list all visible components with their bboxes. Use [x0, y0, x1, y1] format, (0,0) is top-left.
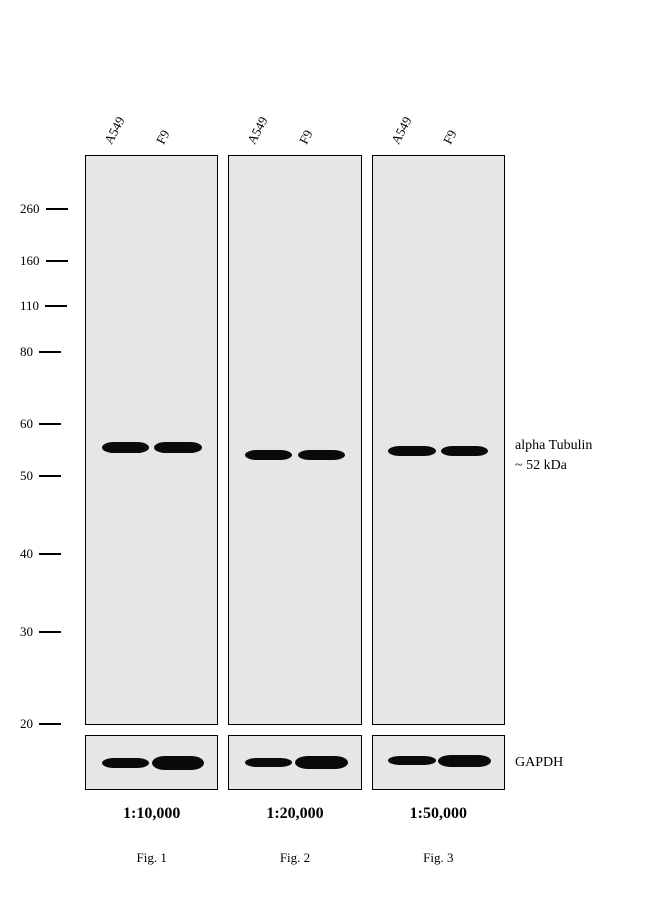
lane-label: A549: [244, 114, 272, 147]
mw-value: 110: [20, 298, 39, 314]
lane-labels: A549 F9: [85, 40, 218, 155]
mw-tick: [39, 723, 61, 725]
lane-labels: A549 F9: [372, 40, 505, 155]
tubulin-weight: ~ 52 kDa: [515, 458, 567, 473]
lane-label: F9: [296, 127, 317, 147]
gapdh-band: [295, 756, 348, 769]
figure-caption: Fig. 3: [372, 850, 505, 866]
gapdh-name: GAPDH: [515, 755, 563, 770]
lane-labels: A549 F9: [228, 40, 361, 155]
mw-tick: [46, 260, 68, 262]
mw-value: 20: [20, 716, 33, 732]
gapdh-band: [438, 755, 491, 767]
mw-tick: [39, 631, 61, 633]
mw-marker: 30: [20, 624, 61, 640]
gapdh-blot: [372, 735, 505, 790]
gapdh-band: [102, 758, 149, 768]
mw-marker: 80: [20, 344, 61, 360]
mw-value: 260: [20, 201, 40, 217]
dilution-label: 1:50,000: [372, 805, 505, 823]
mw-tick: [39, 553, 61, 555]
main-blot: [372, 155, 505, 725]
lane-label: F9: [153, 127, 174, 147]
mw-marker: 160: [20, 253, 68, 269]
mw-marker: 60: [20, 416, 61, 432]
mw-marker: 50: [20, 468, 61, 484]
mw-value: 60: [20, 416, 33, 432]
gapdh-band: [388, 756, 435, 765]
mw-marker: 110: [20, 298, 67, 314]
blot-panel-1: A549 F9 1:10,000 Fig. 1: [85, 40, 218, 890]
tubulin-name: alpha Tubulin: [515, 438, 592, 453]
figure-caption: Fig. 2: [228, 850, 361, 866]
mw-tick: [45, 305, 67, 307]
gapdh-annotation: GAPDH: [515, 753, 563, 773]
mw-value: 30: [20, 624, 33, 640]
tubulin-band: [102, 442, 149, 453]
mw-tick: [39, 351, 61, 353]
main-blot: [228, 155, 361, 725]
mw-marker: 20: [20, 716, 61, 732]
dilution-label: 1:10,000: [85, 805, 218, 823]
mw-value: 160: [20, 253, 40, 269]
gapdh-blot: [85, 735, 218, 790]
mw-tick: [39, 475, 61, 477]
dilution-label: 1:20,000: [228, 805, 361, 823]
western-blot-figure: 260 160 110 80 60 50 40 30 20 A: [20, 40, 630, 890]
lane-label: F9: [440, 127, 461, 147]
mw-marker: 40: [20, 546, 61, 562]
tubulin-band: [245, 450, 292, 460]
lane-label: A549: [101, 114, 129, 147]
mw-value: 50: [20, 468, 33, 484]
mw-tick: [39, 423, 61, 425]
lane-label: A549: [388, 114, 416, 147]
tubulin-band: [154, 442, 201, 453]
figure-caption: Fig. 1: [85, 850, 218, 866]
tubulin-band: [388, 446, 435, 456]
tubulin-band: [441, 446, 488, 456]
gapdh-blot: [228, 735, 361, 790]
blot-panel-3: A549 F9 1:50,000 Fig. 3: [372, 40, 505, 890]
gapdh-band: [152, 756, 205, 770]
blot-panel-2: A549 F9 1:20,000 Fig. 2: [228, 40, 361, 890]
gapdh-band: [245, 758, 292, 767]
tubulin-annotation: alpha Tubulin ~ 52 kDa: [515, 436, 592, 475]
blot-panels: A549 F9 1:10,000 Fig. 1 A549 F9: [85, 40, 505, 890]
mw-tick: [46, 208, 68, 210]
mw-value: 80: [20, 344, 33, 360]
mw-marker: 260: [20, 201, 68, 217]
mw-value: 40: [20, 546, 33, 562]
tubulin-band: [298, 450, 345, 460]
main-blot: [85, 155, 218, 725]
